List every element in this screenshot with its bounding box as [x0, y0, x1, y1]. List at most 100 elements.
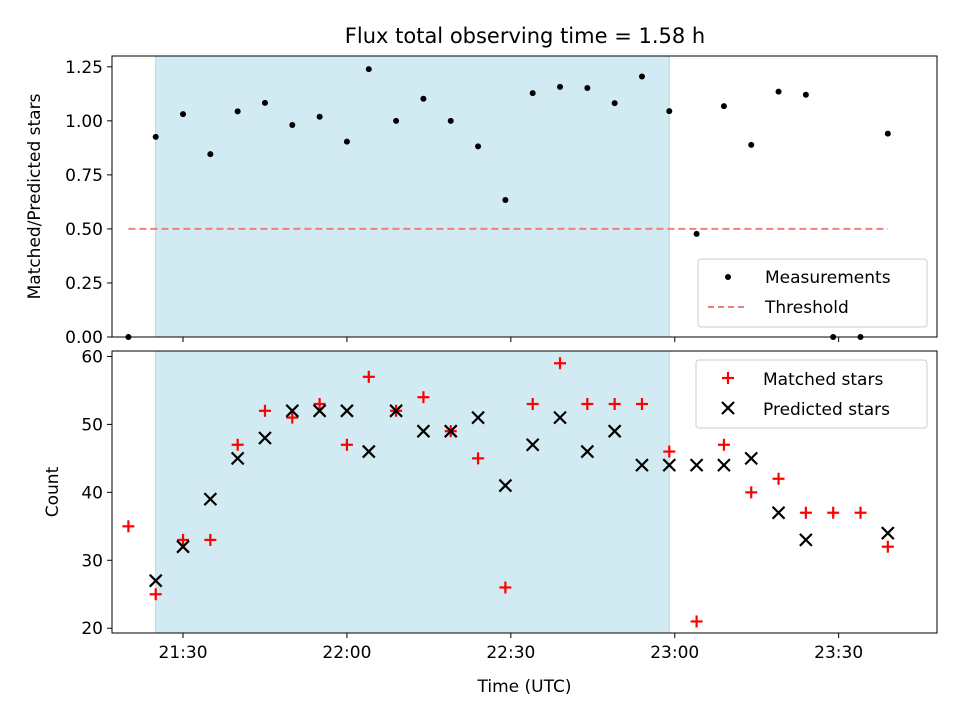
- measurement-point: [180, 111, 187, 118]
- marker-stroke: [525, 437, 540, 452]
- matched-star-point: [122, 520, 135, 533]
- y-tick-label: 30: [81, 551, 103, 571]
- measurement-point: [884, 130, 891, 137]
- predicted-star-point: [635, 458, 649, 472]
- measurement-point: [393, 117, 400, 124]
- marker-stroke: [771, 505, 786, 520]
- matched-star-point: [149, 588, 162, 601]
- measurement-point: [802, 91, 809, 98]
- predicted-star-point: [580, 444, 595, 459]
- marker-stroke: [635, 458, 649, 472]
- legend-x-glyph: [721, 401, 735, 415]
- top-plot-frame: [111, 55, 938, 338]
- measurement-point: [316, 113, 323, 120]
- measurement-point: [720, 103, 727, 110]
- y-tick-label: 0.75: [65, 166, 103, 186]
- x-tick-label: 22:30: [486, 643, 535, 663]
- predicted-star-point: [443, 424, 458, 438]
- predicted-star-point: [203, 492, 218, 506]
- marker-stroke: [471, 410, 485, 425]
- legend-threshold-label: Threshold: [764, 298, 849, 318]
- legend-matched-marker: [722, 372, 734, 384]
- matched-star-point: [717, 438, 730, 451]
- matched-star-point: [854, 506, 867, 519]
- matched-star-point: [881, 540, 894, 553]
- bottom-x-ticks: 21:30 22:00 22:30 23:00 23:30: [159, 633, 863, 663]
- measurement-point: [365, 66, 372, 73]
- top-legend-box: [697, 258, 928, 328]
- top-shaded-span: [155, 55, 670, 338]
- y-tick-label: 20: [81, 619, 103, 639]
- marker-stroke: [881, 526, 895, 540]
- matched-star-point: [608, 398, 621, 411]
- marker-stroke: [230, 451, 245, 466]
- marker-stroke: [362, 444, 376, 459]
- matched-star-point: [772, 472, 785, 485]
- measurement-point: [584, 84, 591, 91]
- matched-star-point: [635, 398, 648, 411]
- measurement-point: [502, 196, 509, 203]
- marker-stroke: [416, 424, 431, 438]
- matched-stars-points: [122, 357, 894, 628]
- marker-stroke: [203, 492, 218, 506]
- measurement-point: [152, 133, 159, 140]
- predicted-star-point: [176, 539, 190, 554]
- x-tick-label: 23:30: [814, 643, 863, 663]
- chart-title: Flux total observing time = 1.58 h: [345, 24, 705, 48]
- marker-stroke: [799, 533, 813, 547]
- measurement-point: [666, 108, 673, 115]
- predicted-star-point: [362, 444, 376, 459]
- measurement-point: [420, 95, 427, 102]
- y-tick-label: 0.25: [65, 274, 103, 294]
- legend-predicted-marker: [721, 401, 735, 415]
- matched-star-point: [231, 438, 244, 451]
- top-x-ticks: [182, 337, 840, 342]
- marker-stroke: [312, 404, 327, 418]
- marker-stroke: [258, 431, 272, 445]
- predicted-star-point: [148, 573, 163, 588]
- matched-star-point: [313, 398, 326, 411]
- predicted-star-point: [799, 533, 813, 547]
- predicted-star-point: [525, 437, 540, 452]
- y-tick-label: 1.00: [65, 112, 103, 132]
- x-tick-label: 21:30: [159, 643, 208, 663]
- bottom-y-axis-label: Count: [43, 466, 63, 517]
- measurement-points: [125, 66, 891, 340]
- legend-plus-glyph: [722, 372, 734, 384]
- marker-stroke: [553, 410, 567, 425]
- marker-stroke: [285, 404, 300, 418]
- bottom-plot-frame: [111, 350, 938, 634]
- predicted-star-point: [340, 404, 354, 418]
- matched-star-point: [340, 438, 353, 451]
- predicted-star-point: [416, 424, 431, 438]
- marker-stroke: [717, 458, 731, 472]
- matched-star-point: [362, 370, 375, 383]
- bottom-panel: 20 30 40 50 60 21:30 22:00 22:30 23:00 23:30 Cou…: [43, 347, 938, 697]
- y-tick-label: 40: [81, 483, 103, 503]
- predicted-stars-points: [148, 404, 895, 588]
- measurement-point: [748, 141, 755, 148]
- measurement-point: [693, 230, 700, 237]
- predicted-star-point: [607, 424, 622, 438]
- y-tick-label: 50: [81, 415, 103, 435]
- measurement-point: [475, 143, 482, 150]
- top-panel: 0.00 0.25 0.50 0.75 1.00 1.25 Matched/Predict…: [25, 55, 938, 348]
- bottom-legend-box: [695, 359, 928, 429]
- predicted-star-point: [471, 410, 485, 425]
- marker-stroke: [721, 401, 735, 415]
- bottom-y-ticks: 20 30 40 50 60: [81, 347, 112, 639]
- matched-star-point: [417, 391, 430, 404]
- legend-measurements-marker: [725, 274, 731, 280]
- measurement-point: [447, 117, 454, 124]
- predicted-star-point: [771, 505, 786, 520]
- matched-star-point: [526, 398, 539, 411]
- x-tick-label: 22:00: [322, 643, 371, 663]
- measurement-point: [234, 108, 241, 115]
- x-axis-label: Time (UTC): [477, 677, 572, 697]
- predicted-star-point: [230, 451, 245, 466]
- measurement-point: [289, 121, 296, 128]
- marker-stroke: [607, 424, 622, 438]
- predicted-star-point: [285, 404, 300, 418]
- matched-star-point: [499, 581, 512, 594]
- matched-star-point: [690, 615, 703, 628]
